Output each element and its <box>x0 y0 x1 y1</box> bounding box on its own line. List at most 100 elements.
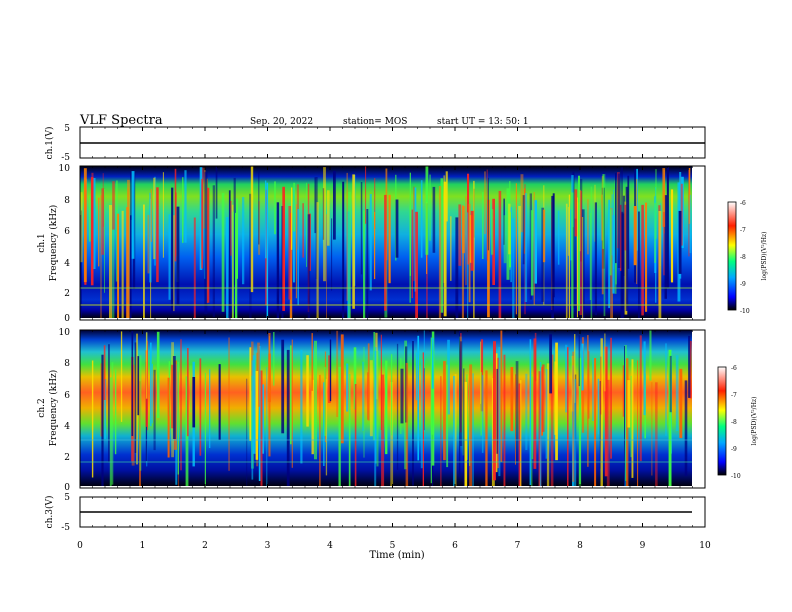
spectrogram-streak <box>469 364 473 486</box>
spectrogram-streak <box>151 363 153 424</box>
ch2-freq-ylabel-channel: ch.2 <box>37 398 47 417</box>
spectrogram-streak <box>233 177 236 285</box>
spectrogram-streak <box>412 341 414 486</box>
spectrogram-streak <box>131 171 135 259</box>
spectrogram-streak <box>274 181 276 235</box>
spectrogram-streak <box>522 195 525 265</box>
spectrogram-streak <box>91 360 94 478</box>
ch2-freq-tick: 4 <box>64 422 70 432</box>
spectrogram-streak <box>134 342 137 453</box>
spectrogram-streak <box>297 209 299 306</box>
spectrogram-streak <box>114 369 117 455</box>
spectrogram-streak <box>353 347 357 410</box>
spectrogram-streak <box>204 172 208 314</box>
spectrogram-streak <box>172 356 176 439</box>
spectrogram-streak <box>567 347 569 486</box>
spectrogram-streak <box>518 383 522 486</box>
ch1-freq-tick: 6 <box>64 227 70 237</box>
ch1-colorbar-tick: -6 <box>740 200 746 207</box>
spectrogram-streak <box>431 337 434 389</box>
spectrogram-streak <box>145 332 148 399</box>
spectrogram-streak <box>503 198 505 245</box>
ch1-spectrogram-panel: 0 2 4 6 8 10 ch.1 Frequency (kHz) -6 -7 … <box>37 164 768 324</box>
ch1-freq-tick: 8 <box>64 196 70 206</box>
spectrogram-streak <box>201 178 203 269</box>
spectrogram-streak <box>323 167 326 282</box>
spectrogram-streak <box>578 335 580 387</box>
spectrogram-streak <box>581 343 584 391</box>
spectrogram-streak <box>498 190 502 318</box>
spectrogram-streak <box>182 177 184 243</box>
ch2-spectrogram-yticks: 0 2 4 6 8 10 <box>59 328 71 493</box>
spectrogram-streak <box>173 215 175 312</box>
spectrogram-streak <box>90 177 94 286</box>
spectrogram-streak <box>293 182 296 232</box>
spectrogram-streak <box>530 210 534 296</box>
spectrogram-streak <box>453 376 456 486</box>
spectrogram-streak <box>326 214 327 318</box>
spectrogram-streak <box>374 178 376 230</box>
spectrogram-streak <box>156 331 160 418</box>
spectrogram-streak <box>624 346 625 486</box>
spectrogram-streak <box>226 217 229 318</box>
spectrogram-streak <box>150 342 152 427</box>
spectrogram-streak <box>627 380 631 428</box>
spectrogram-streak <box>171 364 174 429</box>
spectrogram-streak <box>484 171 486 234</box>
spectrogram-streak <box>443 361 446 461</box>
spectrogram-streak <box>510 367 514 432</box>
date-label: Sep. 20, 2022 <box>250 117 313 127</box>
spectrogram-streak <box>266 182 269 318</box>
spectrogram-streak <box>311 333 313 391</box>
spectrogram-streak <box>688 335 691 398</box>
spectrogram-streak <box>500 330 503 463</box>
spectrogram-streak <box>487 177 489 251</box>
spectrogram-streak <box>651 382 653 476</box>
spectrogram-streak <box>458 204 462 266</box>
spectrogram-streak <box>592 358 594 421</box>
spectrogram-streak <box>348 374 351 486</box>
spectrogram-streak <box>215 166 218 219</box>
spectrogram-streak <box>568 194 570 318</box>
ch1-spectrogram-streaks <box>80 166 692 318</box>
spectrogram-streak <box>620 211 624 318</box>
spectrogram-streak <box>582 217 584 318</box>
ch2-freq-tick: 10 <box>59 328 71 338</box>
spectrogram-streak <box>589 212 592 300</box>
spectrogram-streak <box>473 180 475 318</box>
spectrogram-streak <box>101 188 105 255</box>
spectrogram-streak <box>551 195 554 318</box>
spectrogram-streak <box>302 203 304 258</box>
spectrogram-streak <box>637 360 639 486</box>
spectrogram-streak <box>346 363 349 412</box>
spectrogram-streak <box>291 187 293 250</box>
spectrogram-streak <box>622 365 624 417</box>
spectrogram-streak <box>167 377 170 458</box>
spectrogram-streak <box>117 213 120 318</box>
ch2-freq-tick: 6 <box>64 391 70 401</box>
spectrogram-streak <box>212 185 215 317</box>
spectrogram-streak <box>565 344 568 413</box>
spectrogram-streak <box>534 200 537 284</box>
spectrogram-streak <box>608 199 611 309</box>
spectrogram-streak <box>209 369 211 448</box>
spectrogram-streak <box>415 211 418 318</box>
spectrogram-streak <box>228 337 230 471</box>
spectrogram-streak <box>273 332 275 386</box>
ch1-freq-ylabel-channel: ch.1 <box>37 233 47 252</box>
spectrogram-streak <box>688 168 691 224</box>
spectrogram-streak <box>462 206 465 254</box>
ch2-freq-tick: 0 <box>64 483 70 493</box>
spectrogram-streak <box>396 343 399 470</box>
spectrogram-streak <box>461 205 464 318</box>
spectrogram-streak <box>515 361 519 462</box>
spectrogram-streak <box>288 206 292 300</box>
ch1-voltage-ylabel: ch.1(V) <box>44 127 55 160</box>
x-tick-label: 10 <box>699 541 711 551</box>
spectrogram-streak <box>174 168 177 262</box>
spectrogram-streak <box>446 364 449 468</box>
spectrogram-streak <box>533 192 535 306</box>
spectrogram-streak <box>549 334 552 394</box>
spectrogram-streak <box>360 182 363 275</box>
spectrogram-streak <box>325 378 328 476</box>
